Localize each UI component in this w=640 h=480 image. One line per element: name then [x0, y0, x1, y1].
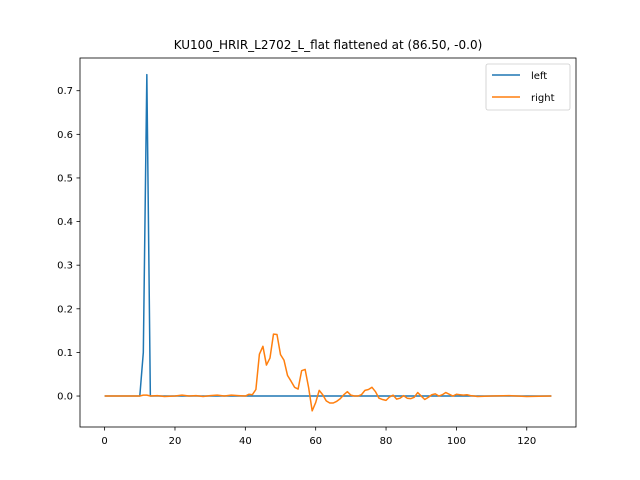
axis-ticks: 0 20 40 60 80 100 120 0.0 0.1 0.2 0.3 0.4 0.5 0.6 0.7	[57, 86, 536, 447]
x-tick-label: 100	[447, 436, 466, 447]
axes-frame	[79, 57, 577, 428]
y-tick-label: 0.7	[57, 86, 73, 97]
y-tick-label: 0.6	[57, 130, 73, 141]
chart-title: KU100_HRIR_L2702_L_flat flattened at (86…	[174, 38, 483, 52]
x-tick-label: 20	[169, 436, 182, 447]
y-tick-label: 0.5	[57, 173, 73, 184]
x-tick-label: 60	[309, 436, 322, 447]
x-tick-label: 40	[239, 436, 252, 447]
legend-label-left: left	[531, 71, 547, 82]
series-line-right	[104, 333, 552, 412]
y-tick-label: 0.3	[57, 261, 73, 272]
y-tick-label: 0.0	[57, 392, 73, 403]
x-tick-label: 80	[380, 436, 393, 447]
legend-label-right: right	[531, 93, 555, 104]
x-tick-label: 0	[101, 436, 107, 447]
y-tick-label: 0.2	[57, 304, 73, 315]
series-lines	[104, 73, 552, 412]
legend-box	[485, 63, 571, 111]
legend: left right	[485, 63, 571, 111]
x-tick-label: 120	[517, 436, 536, 447]
y-tick-label: 0.1	[57, 348, 73, 359]
y-tick-label: 0.4	[57, 217, 73, 228]
